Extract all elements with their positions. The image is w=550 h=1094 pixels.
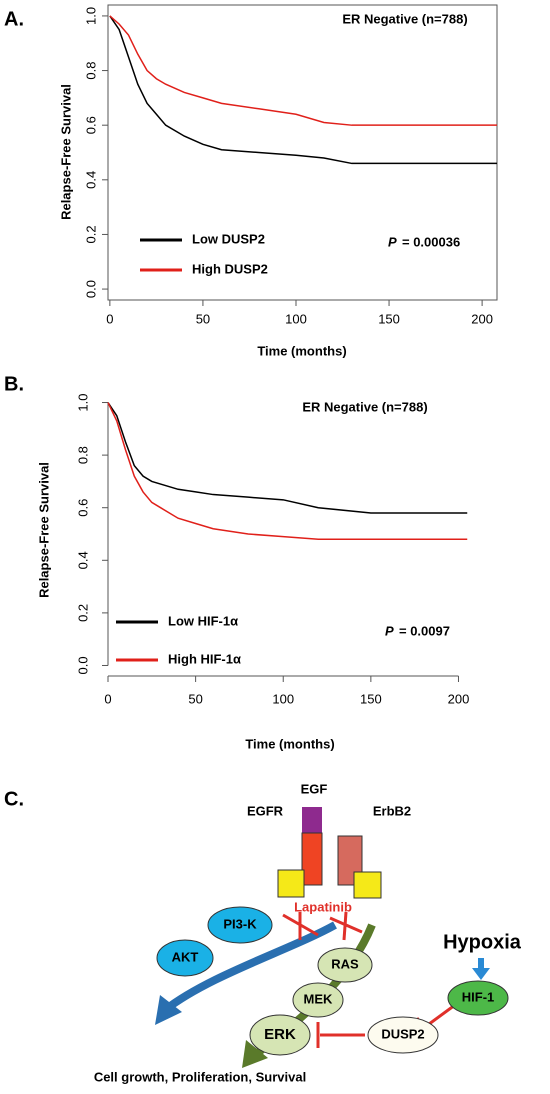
survival-curve (109, 15, 497, 165)
x-tick-label: 150 (378, 311, 400, 326)
y-tick-label: 0.8 (83, 62, 98, 80)
chart-title: ER Negative (n=788) (302, 399, 427, 414)
x-tick-label: 150 (360, 691, 382, 706)
p-label: P (388, 234, 397, 249)
y-tick-label: 0.2 (75, 604, 90, 622)
egf-ligand (302, 807, 322, 833)
x-tick-label: 100 (285, 311, 307, 326)
x-axis-title: Time (months) (257, 343, 346, 358)
node (447, 980, 509, 1016)
y-tick-label: 0.4 (75, 551, 90, 569)
y-tick-label: 1.0 (83, 7, 98, 25)
pathway-diagram: C. EGF EGFR ErbB2 Lapatinib PI3-K AKT RA… (4, 781, 522, 1084)
node (249, 1014, 311, 1056)
x-tick-label: 0 (104, 691, 111, 706)
arrow-head (472, 968, 490, 980)
node (207, 906, 273, 944)
km-chart: A. ER Negative (n=788) Time (months) Relaps… (4, 4, 498, 358)
arrow-head (155, 995, 182, 1025)
y-tick-label: 1.0 (75, 393, 90, 411)
legend-label: Low HIF-1α (168, 613, 238, 628)
y-tick-label: 0.0 (83, 280, 98, 298)
y-tick-label: 0.8 (75, 446, 90, 464)
egfr-domain (277, 869, 305, 898)
outcome-label: Cell growth, Proliferation, Survival (94, 1069, 306, 1084)
x-tick-label: 50 (188, 691, 202, 706)
node-label: HIF-1 (462, 989, 495, 1004)
survival-curve (107, 402, 468, 514)
y-tick-label: 0.2 (83, 225, 98, 243)
erbb2-domain (353, 871, 382, 899)
drug-label: Lapatinib (294, 899, 352, 914)
arrow-head (242, 1040, 268, 1068)
x-tick-label: 50 (196, 311, 210, 326)
node-label: ERK (264, 1026, 296, 1043)
node (317, 947, 373, 983)
panel-label: B. (4, 373, 24, 395)
node (156, 939, 214, 977)
panel-label: A. (4, 8, 24, 30)
y-tick-label: 0.6 (75, 499, 90, 517)
node (292, 982, 344, 1018)
node-label: RAS (331, 956, 359, 971)
erbb2-receptor (337, 835, 363, 886)
chart-title: ER Negative (n=788) (342, 11, 467, 26)
node (367, 1016, 439, 1054)
legend-label: High HIF-1α (168, 651, 241, 666)
y-axis-title: Relapse-Free Survival (36, 462, 51, 598)
node-label: AKT (172, 949, 199, 964)
node-label: MEK (304, 991, 334, 1006)
hypoxia-label: Hypoxia (443, 931, 522, 953)
x-tick-label: 0 (106, 311, 113, 326)
p-value: = 0.0097 (399, 623, 450, 638)
panel-label: C. (4, 788, 24, 810)
x-tick-label: 100 (272, 691, 294, 706)
legend-label: Low DUSP2 (192, 231, 265, 246)
survival-curve (109, 15, 497, 126)
egfr-label: EGFR (247, 803, 284, 818)
p-value: = 0.00036 (402, 234, 460, 249)
plot-frame (107, 4, 498, 301)
egfr-receptor (301, 832, 323, 886)
y-tick-label: 0.0 (75, 656, 90, 674)
p-label: P (385, 623, 394, 638)
survival-curve (107, 402, 468, 541)
node-label: DUSP2 (381, 1026, 424, 1041)
x-tick-label: 200 (471, 311, 493, 326)
x-axis-title: Time (months) (245, 736, 334, 751)
x-tick-label: 200 (448, 691, 470, 706)
erbb2-label: ErbB2 (373, 803, 411, 818)
km-chart: B. ER Negative (n=788) Time (months) Relaps… (4, 373, 469, 751)
y-axis-title: Relapse-Free Survival (58, 84, 73, 220)
egf-label: EGF (301, 781, 328, 796)
node-label: PI3-K (223, 916, 257, 931)
legend-label: High DUSP2 (192, 261, 268, 276)
y-tick-label: 0.6 (83, 116, 98, 134)
inhibition-marks (282, 911, 456, 1048)
y-tick-label: 0.4 (83, 171, 98, 189)
